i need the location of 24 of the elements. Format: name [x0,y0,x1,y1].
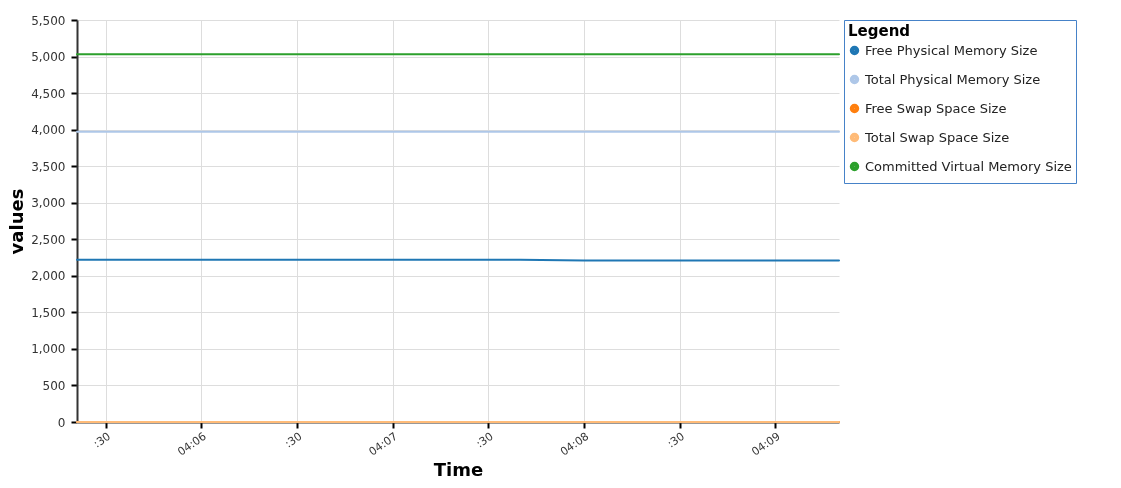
x-tick-label: :30 [473,429,496,451]
y-tick-label: 3,500 [31,159,66,174]
x-axis-title: Time [433,458,484,480]
y-axis-title: values [6,188,28,255]
y-tick-label: 3,000 [31,196,66,211]
legend-label: Committed Virtual Memory Size [865,158,1072,174]
y-tick-label: 1,000 [31,342,66,357]
legend-label: Total Swap Space Size [864,129,1010,145]
y-tick-label: 2,500 [31,232,66,247]
y-tick-label: 4,500 [31,86,66,101]
y-tick-label: 5,000 [31,50,66,65]
legend-label: Free Physical Memory Size [865,42,1038,58]
x-tick-label: :30 [91,429,114,451]
legend-label: Free Swap Space Size [865,100,1007,116]
y-tick-label: 1,500 [31,305,66,320]
y-tick-label: 0 [57,415,66,430]
x-tick-label: :30 [282,429,305,451]
y-tick-label: 2,000 [31,269,66,284]
x-tick-label: :30 [665,429,687,451]
legend-label: Total Physical Memory Size [864,71,1041,87]
y-tick-label: 500 [42,378,66,393]
legend-title: Legend [848,22,911,40]
y-tick-label: 5,500 [31,13,66,28]
y-tick-label: 4,000 [31,123,66,138]
